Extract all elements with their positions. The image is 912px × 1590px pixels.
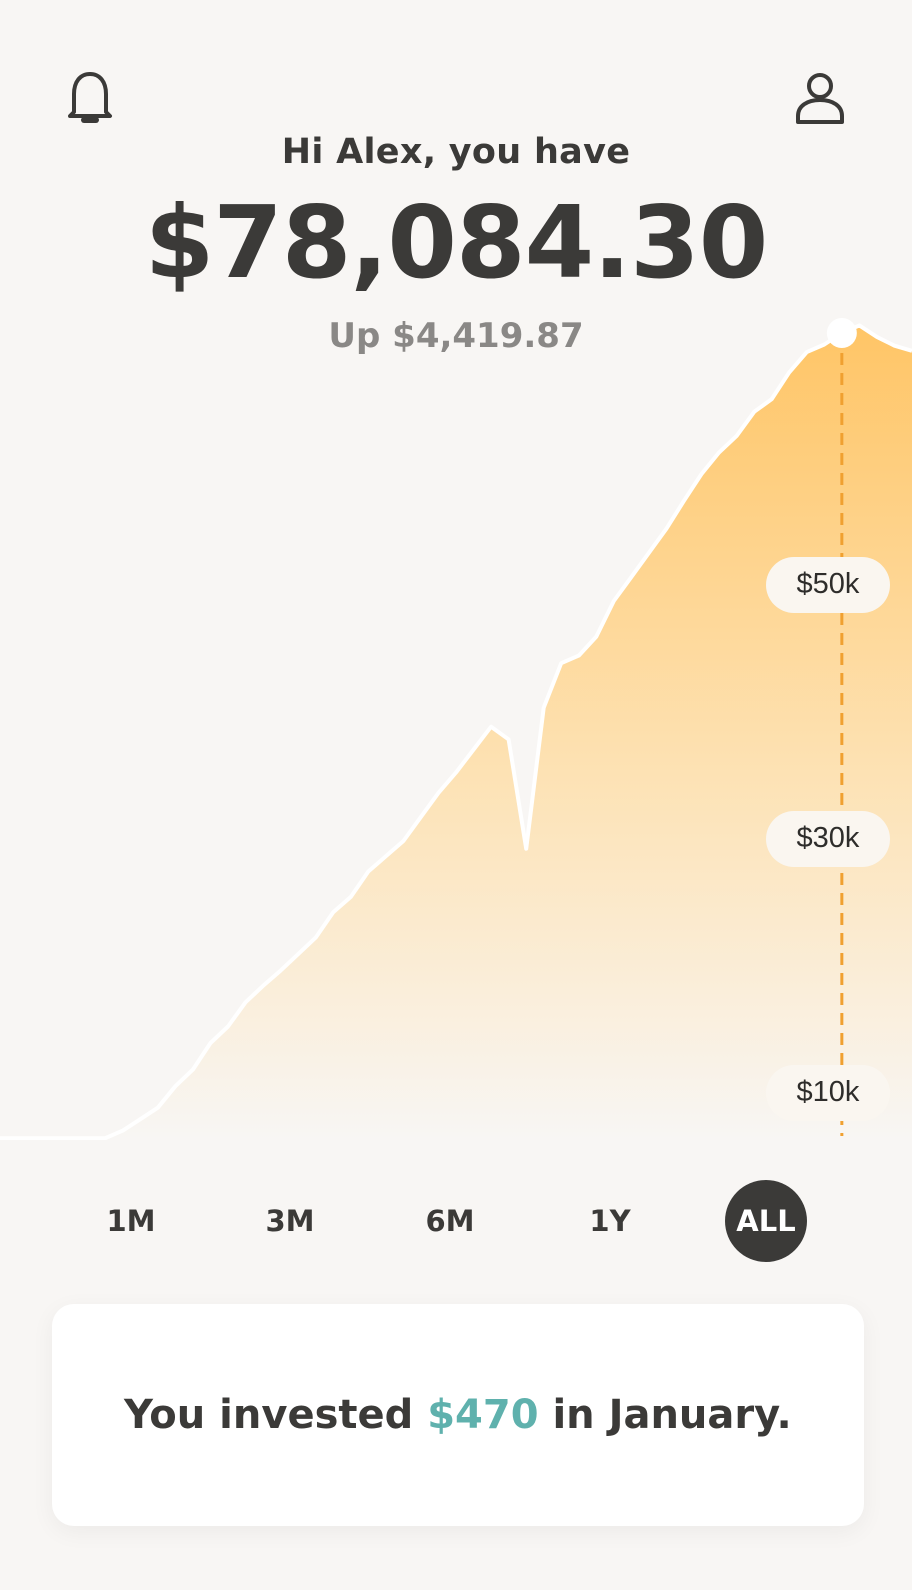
balance-change: Up $4,419.87 xyxy=(328,316,584,356)
range-1y-button[interactable]: 1Y xyxy=(589,1204,631,1238)
chart-line xyxy=(0,323,912,1140)
greeting-text: Hi Alex, you have xyxy=(281,132,631,172)
y-tick-50k: $50k xyxy=(766,556,890,613)
y-tick-10k: $10k xyxy=(766,1064,890,1121)
range-3m-button[interactable]: 3M xyxy=(265,1204,315,1238)
range-6m-button[interactable]: 6M xyxy=(425,1204,475,1238)
time-range-selector: 1M 3M 6M 1Y ALL xyxy=(0,1180,912,1262)
range-1m-button[interactable]: 1M xyxy=(106,1204,156,1238)
bell-icon xyxy=(68,72,112,123)
portfolio-chart[interactable] xyxy=(0,300,912,1140)
chart-area xyxy=(0,325,912,1140)
monthly-summary-card: You invested $470 in January. xyxy=(52,1304,864,1526)
y-tick-30k: $30k xyxy=(766,810,890,867)
range-all-button[interactable]: ALL xyxy=(725,1180,807,1262)
user-icon xyxy=(796,73,844,124)
profile-button[interactable] xyxy=(788,66,852,130)
invested-amount: $470 xyxy=(427,1392,539,1438)
notifications-button[interactable] xyxy=(58,66,122,130)
balance-amount: $78,084.30 xyxy=(144,184,769,301)
summary-text: You invested $470 in January. xyxy=(124,1392,792,1438)
summary-suffix: in January. xyxy=(552,1392,792,1438)
selection-dot[interactable] xyxy=(826,318,857,349)
summary-prefix: You invested xyxy=(124,1392,414,1438)
